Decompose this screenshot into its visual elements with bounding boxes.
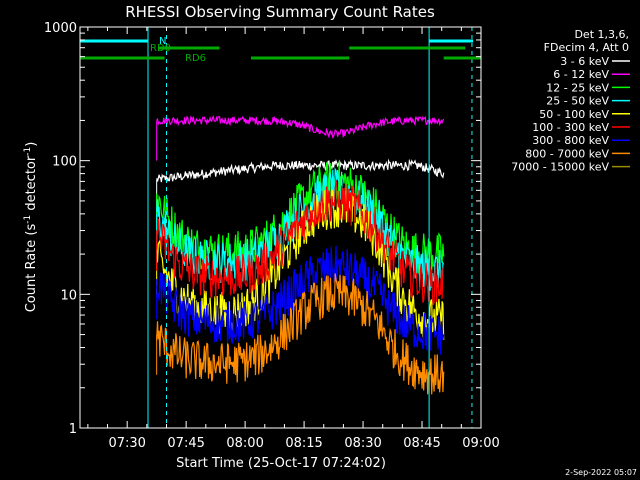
x-tick-label: 07:45 <box>167 436 204 451</box>
y-axis-label-mid: detector <box>24 155 39 215</box>
legend-label: 50 - 100 keV <box>539 108 609 121</box>
flag-label-rd6: RD6 <box>185 53 206 64</box>
y-tick-label: 1000 <box>44 21 77 36</box>
series-line <box>156 245 445 355</box>
legend-label: 25 - 50 keV <box>546 95 609 108</box>
legend-label: 300 - 800 keV <box>532 134 609 147</box>
legend-label: 3 - 6 keV <box>560 55 609 68</box>
legend-label: 12 - 25 keV <box>546 81 609 94</box>
y-tick-label: 100 <box>52 155 77 170</box>
legend-header-1: Det 1,3,6, <box>574 28 629 41</box>
x-tick-label: 08:00 <box>226 436 263 451</box>
series-line <box>156 189 445 341</box>
x-tick-label: 09:00 <box>462 436 499 451</box>
x-axis: 07:30 07:45 08:00 08:15 08:30 08:45 09:00 <box>87 27 500 451</box>
x-tick-label: 08:30 <box>344 436 381 451</box>
plot-area <box>156 115 445 395</box>
legend-label: 7000 - 15000 keV <box>511 161 609 174</box>
legend-label: 800 - 7000 keV <box>525 147 609 160</box>
legend-label: 100 - 300 keV <box>532 121 609 134</box>
series-line <box>156 167 445 291</box>
legend-header-2: FDecim 4, Att 0 <box>544 41 629 54</box>
footer-date: 2-Sep-2022 05:07 <box>565 468 637 477</box>
x-axis-label: Start Time (25-Oct-17 07:24:02) <box>176 456 386 471</box>
y-axis-label-end: ) <box>24 142 39 147</box>
y-axis: 1 10 100 1000 <box>44 21 481 437</box>
flag-label-rd0: RD0 <box>150 43 171 54</box>
y-axis-label-sup1: -1 <box>23 215 33 224</box>
plot-frame <box>79 26 482 429</box>
y-tick-label: 10 <box>60 288 77 303</box>
x-tick-label: 07:30 <box>108 436 145 451</box>
legend-label: 6 - 12 keV <box>553 68 609 81</box>
y-tick-label: 1 <box>69 422 77 437</box>
series-line <box>156 273 445 395</box>
flag-label-n: N <box>159 36 166 47</box>
x-tick-label: 08:15 <box>285 436 322 451</box>
x-tick-label: 08:45 <box>403 436 440 451</box>
y-axis-label-main: Count Rate (s <box>24 224 39 313</box>
y-axis-label: Count Rate (s-1 detector-1) <box>23 142 39 313</box>
y-axis-label-sup2: -1 <box>23 147 33 156</box>
series-line <box>156 158 445 183</box>
series-line <box>156 180 445 306</box>
chart-title: RHESSI Observing Summary Count Rates <box>125 3 435 21</box>
series-line <box>156 115 445 139</box>
